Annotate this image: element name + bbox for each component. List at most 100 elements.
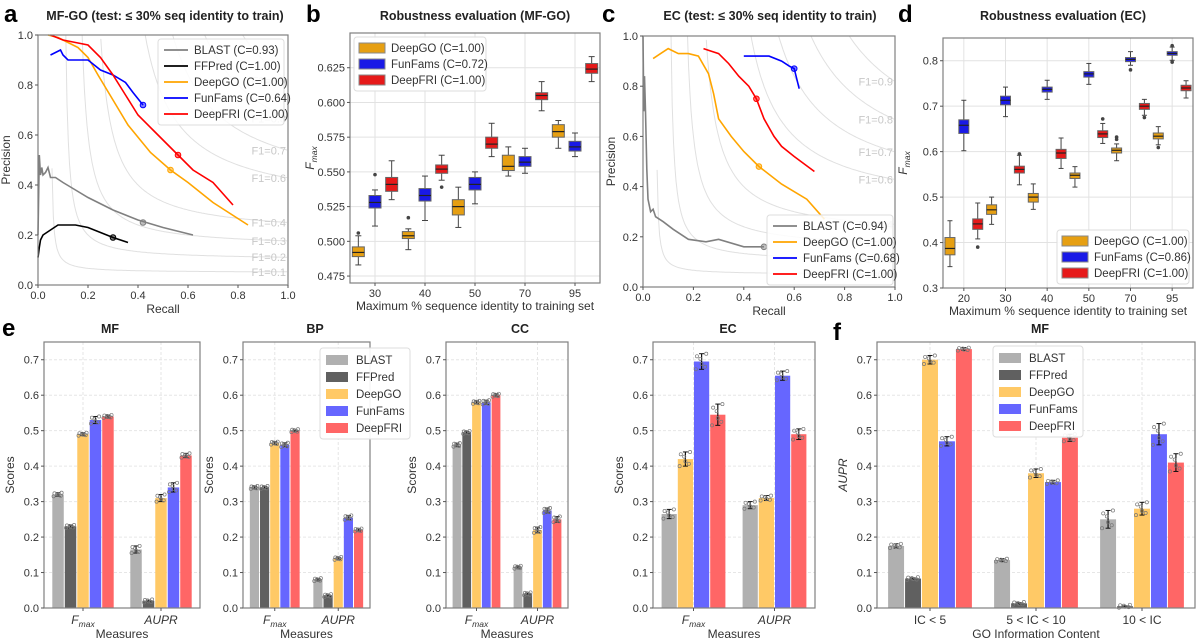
x-tick-label: 0.4 xyxy=(130,290,145,302)
replicate-point xyxy=(59,490,64,495)
replicate-point xyxy=(767,497,772,502)
replicate-point xyxy=(338,557,343,562)
replicate-point xyxy=(496,391,501,396)
replicate-point xyxy=(1104,514,1109,519)
series-line xyxy=(37,154,194,236)
f1-curve xyxy=(81,35,288,242)
chart-title: CC xyxy=(511,322,529,336)
y-tick-label: 0.6 xyxy=(623,131,638,143)
legend-swatch xyxy=(1061,267,1089,279)
f1-label: F1=0.2 xyxy=(251,252,286,264)
replicate-point xyxy=(264,486,269,491)
y-tick-label: 0.2 xyxy=(623,232,638,244)
replicate-point xyxy=(928,359,932,364)
replicate-point xyxy=(1173,463,1178,468)
replicate-point xyxy=(1169,454,1174,459)
replicate-point xyxy=(784,376,789,381)
replicate-point xyxy=(252,485,257,490)
y-tick-label: 0.6 xyxy=(223,390,238,402)
replicate-point xyxy=(254,486,259,491)
replicate-point xyxy=(255,484,260,488)
legend-swatch xyxy=(326,389,348,399)
legend-label: BLAST (C=0.94) xyxy=(803,221,888,233)
replicate-point xyxy=(179,455,184,460)
outlier xyxy=(1128,68,1133,72)
x-tick-label: 1.0 xyxy=(280,290,295,302)
replicate-point xyxy=(764,496,769,501)
replicate-point xyxy=(1140,508,1144,513)
legend-box xyxy=(319,347,411,440)
replicate-point xyxy=(759,494,764,499)
y-tick-label: 0.0 xyxy=(633,603,648,615)
replicate-point xyxy=(661,516,666,521)
replicate-point xyxy=(538,525,543,530)
bar xyxy=(542,510,552,608)
replicate-point xyxy=(461,431,466,436)
chart-title: EC xyxy=(719,322,736,336)
chart-title: Robustness evaluation (EC) xyxy=(980,9,1146,23)
box xyxy=(418,188,432,202)
f1-curve xyxy=(100,38,287,223)
replicate-point xyxy=(262,485,267,490)
f1-curve xyxy=(810,36,895,120)
replicate-point xyxy=(285,440,290,445)
legend-swatch xyxy=(326,355,348,365)
y-tick-label: 0.2 xyxy=(426,532,441,544)
legend: BLAST FFPred DeepGO FunFams DeepFRI xyxy=(319,347,411,440)
box xyxy=(451,199,465,216)
x-axis-label: Maximum % sequence identity to training … xyxy=(949,304,1188,318)
chart-title: MF-GO (test: ≤ 30% seq identity to train… xyxy=(46,9,283,23)
bar xyxy=(677,459,693,608)
series-line xyxy=(50,48,144,106)
replicate-point xyxy=(670,515,675,520)
bar xyxy=(552,519,562,608)
bar xyxy=(452,444,462,608)
bar xyxy=(77,434,89,608)
replicate-point xyxy=(743,500,748,505)
replicate-point xyxy=(758,498,763,503)
bar xyxy=(694,361,710,608)
bar xyxy=(938,441,955,608)
plot-frame xyxy=(445,341,569,609)
y-tick-label: 0.0 xyxy=(223,603,238,615)
panel-letter: f xyxy=(833,319,842,346)
x-tick-label: 10 < IC xyxy=(1122,613,1161,627)
bar xyxy=(343,517,353,608)
replicate-point xyxy=(52,491,57,496)
y-tick-label: 1.0 xyxy=(18,30,33,42)
box xyxy=(368,195,382,209)
legend-label: DeepGO xyxy=(1029,387,1074,399)
replicate-point xyxy=(155,493,160,498)
bar xyxy=(280,444,290,608)
threshold-marker xyxy=(174,151,182,159)
replicate-point xyxy=(467,429,472,433)
legend-swatch xyxy=(999,387,1021,397)
replicate-point xyxy=(154,499,159,504)
replicate-point xyxy=(1027,475,1032,480)
replicate-point xyxy=(346,516,351,521)
replicate-point xyxy=(293,429,298,434)
y-tick-label: 0.0 xyxy=(426,603,441,615)
replicate-point xyxy=(336,556,341,561)
bar xyxy=(260,487,270,608)
y-axis-label: AUPR xyxy=(836,458,850,493)
replicate-point xyxy=(894,544,899,549)
replicate-point xyxy=(932,353,937,358)
replicate-point xyxy=(780,375,785,380)
x-tick-label: AUPR xyxy=(321,613,356,627)
replicate-point xyxy=(130,545,135,550)
y-tick-label: 0.7 xyxy=(24,355,39,367)
replicate-point xyxy=(1160,439,1165,444)
replicate-point xyxy=(677,464,682,469)
plot-frame xyxy=(942,37,1194,289)
replicate-point xyxy=(83,433,88,438)
y-tick-label: 0.5 xyxy=(426,426,441,438)
box xyxy=(944,237,956,256)
bar xyxy=(142,600,155,608)
replicate-point xyxy=(477,398,482,403)
replicate-point xyxy=(512,566,517,571)
x-tick-label: 0.6 xyxy=(787,292,802,304)
legend-label: DeepGO (C=1.00) xyxy=(391,43,485,55)
plot-frame xyxy=(642,35,896,288)
replicate-point xyxy=(259,486,263,491)
